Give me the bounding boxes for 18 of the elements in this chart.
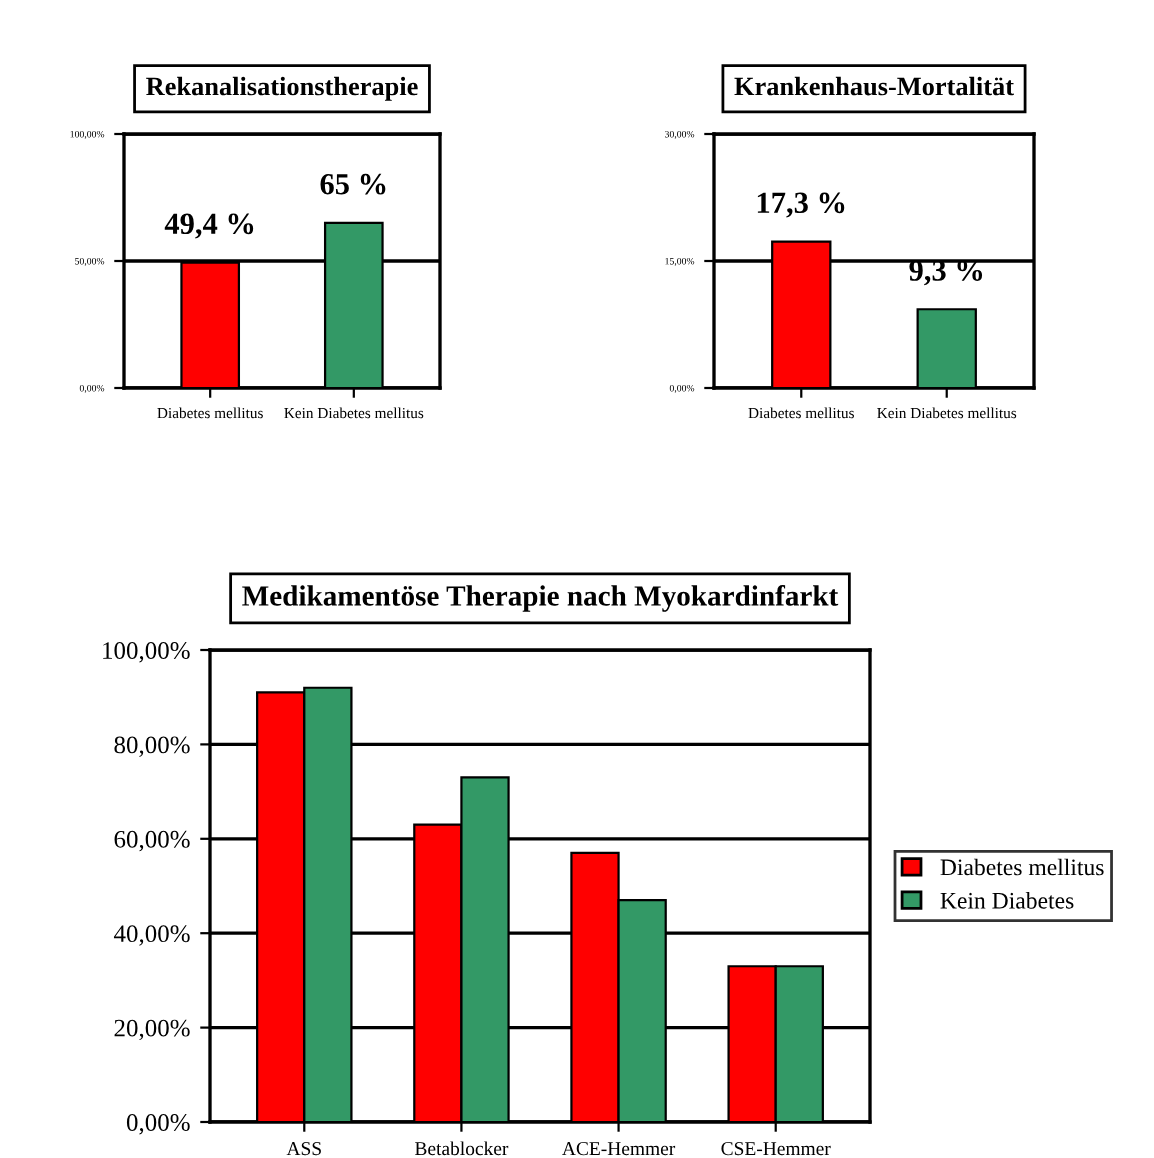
chart-title: Medikamentöse Therapie nach Myokardinfarkt: [242, 585, 839, 612]
legend-label: Diabetes mellitus: [940, 858, 1104, 876]
y-tick-label: 100,00%: [103, 642, 190, 663]
y-tick-label: 20,00%: [114, 1019, 190, 1041]
y-tick-label: 80,00%: [114, 736, 190, 757]
x-tick-label: ACE-Hemmer: [562, 1142, 676, 1156]
y-tick-label: 0,00%: [126, 1114, 190, 1135]
x-tick-label: CSE-Hemmer: [721, 1142, 831, 1156]
data-label: 17,3 %: [757, 192, 845, 218]
data-label: 65 %: [320, 173, 386, 195]
x-tick-label: ASS: [286, 1142, 321, 1156]
legend-label: Kein Diabetes: [940, 892, 1074, 909]
chart-title: Rekanalisationstherapie: [146, 76, 418, 101]
chart-title: Krankenhaus-Mortalität: [734, 76, 1014, 96]
x-tick-label: Betablocker: [415, 1141, 509, 1156]
y-tick-label: 60,00%: [114, 830, 190, 852]
y-tick-label: 40,00%: [113, 925, 190, 946]
data-label: 49,4 %: [164, 213, 254, 239]
